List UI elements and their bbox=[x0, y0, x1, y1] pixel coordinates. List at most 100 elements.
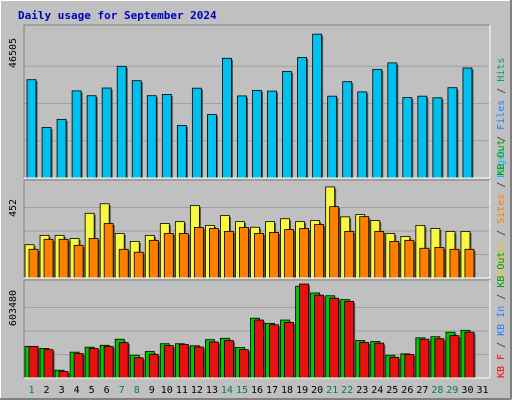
bar bbox=[404, 354, 415, 379]
x-tick-label: 27 bbox=[416, 385, 428, 396]
bar bbox=[312, 33, 323, 179]
panel-legend: KB F / KB In / KB Out bbox=[496, 252, 507, 378]
x-tick-label: 7 bbox=[119, 385, 125, 396]
x-tick-label: 24 bbox=[371, 385, 383, 396]
bar bbox=[224, 231, 234, 279]
bar bbox=[43, 349, 54, 379]
legend-entry: KB Out bbox=[496, 252, 507, 288]
x-tick-label: 17 bbox=[266, 385, 278, 396]
bar bbox=[43, 238, 54, 279]
x-tick-label: 10 bbox=[161, 385, 173, 396]
x-tick-label: 4 bbox=[74, 385, 80, 396]
x-tick-label: 13 bbox=[206, 385, 218, 396]
bar bbox=[237, 95, 247, 179]
bar bbox=[329, 206, 340, 279]
bar bbox=[86, 95, 97, 179]
panel-1: 46505 Pages / Files / Hits bbox=[8, 24, 507, 179]
panel-max-label: 452 bbox=[8, 199, 19, 217]
legend-entry: KB F bbox=[496, 354, 507, 378]
bar bbox=[434, 247, 445, 279]
bar bbox=[269, 324, 279, 379]
bar bbox=[374, 231, 385, 279]
bar bbox=[372, 68, 383, 179]
panel-legend: Visits / Sites / KB Out bbox=[496, 140, 507, 278]
bar bbox=[387, 62, 398, 179]
legend-entry: Sites bbox=[496, 194, 507, 224]
bar bbox=[103, 223, 114, 279]
legend-entry: / bbox=[496, 82, 507, 100]
bar bbox=[193, 346, 204, 379]
x-tick-label: 31 bbox=[476, 385, 488, 396]
bar bbox=[434, 338, 445, 379]
bar bbox=[207, 114, 217, 179]
bar bbox=[404, 239, 415, 279]
bar bbox=[464, 248, 475, 279]
bar bbox=[133, 251, 144, 279]
x-tick-label: 3 bbox=[59, 385, 65, 396]
bar bbox=[178, 343, 189, 379]
x-tick-label: 19 bbox=[296, 385, 308, 396]
x-tick-label: 11 bbox=[176, 385, 188, 396]
chart-title: Daily usage for September 2024 bbox=[18, 9, 217, 22]
bar bbox=[28, 345, 39, 379]
bar bbox=[73, 244, 84, 279]
panels: 46505 Pages / Files / Hits 452 Visits / Sit… bbox=[8, 24, 507, 379]
x-tick-label: 29 bbox=[446, 385, 458, 396]
bar bbox=[344, 300, 355, 379]
bar bbox=[58, 371, 69, 379]
bar bbox=[101, 87, 112, 179]
bar bbox=[73, 353, 84, 379]
bar bbox=[222, 57, 232, 179]
legend-entry: Files bbox=[496, 100, 507, 130]
bar bbox=[359, 342, 370, 379]
x-tick-label: 16 bbox=[251, 385, 263, 396]
x-tick-label: 22 bbox=[341, 385, 353, 396]
bar bbox=[118, 248, 129, 279]
bar bbox=[239, 349, 249, 379]
bar bbox=[131, 80, 142, 179]
bar bbox=[389, 240, 400, 279]
legend-entry: Hits bbox=[496, 58, 507, 82]
bar bbox=[269, 232, 279, 279]
bar bbox=[449, 248, 460, 279]
x-tick-label: 15 bbox=[236, 385, 248, 396]
x-axis: 1 2 3 4 5 6 7 8 9 10 11 12 13 14 15 16 17 18 19 20 21 22 23 24 2… bbox=[29, 385, 489, 396]
legend-entry: / bbox=[496, 336, 507, 354]
x-tick-label: 28 bbox=[431, 385, 443, 396]
x-tick-label: 6 bbox=[104, 385, 110, 396]
bar bbox=[178, 233, 189, 279]
x-tick-label: 8 bbox=[134, 385, 140, 396]
bar bbox=[314, 294, 325, 379]
bar bbox=[299, 228, 309, 279]
x-tick-label: 5 bbox=[89, 385, 95, 396]
legend-entry: / bbox=[496, 176, 507, 194]
legend-entry: / bbox=[496, 224, 507, 242]
x-tick-label: 26 bbox=[401, 385, 413, 396]
bar bbox=[163, 345, 174, 379]
bar bbox=[359, 216, 370, 279]
bar bbox=[148, 239, 159, 279]
bar bbox=[71, 90, 82, 179]
bar bbox=[284, 229, 294, 279]
bar bbox=[133, 357, 144, 379]
bar bbox=[191, 87, 202, 179]
bar bbox=[146, 95, 157, 179]
bar bbox=[103, 346, 114, 379]
bar bbox=[299, 283, 309, 379]
bar bbox=[419, 247, 430, 279]
x-tick-label: 23 bbox=[356, 385, 368, 396]
bar bbox=[209, 228, 219, 279]
legend-entry: KB Out bbox=[496, 140, 507, 176]
bar bbox=[116, 65, 127, 179]
bar bbox=[239, 227, 249, 279]
bar bbox=[357, 91, 368, 179]
legend-entry: / bbox=[496, 288, 507, 306]
panel-max-label: 603480 bbox=[8, 290, 19, 326]
bar bbox=[28, 248, 39, 279]
bar bbox=[282, 71, 292, 179]
x-tick-label: 14 bbox=[221, 385, 233, 396]
bar bbox=[449, 335, 460, 379]
bar bbox=[419, 338, 430, 379]
bar bbox=[148, 353, 159, 379]
bar bbox=[447, 87, 458, 179]
